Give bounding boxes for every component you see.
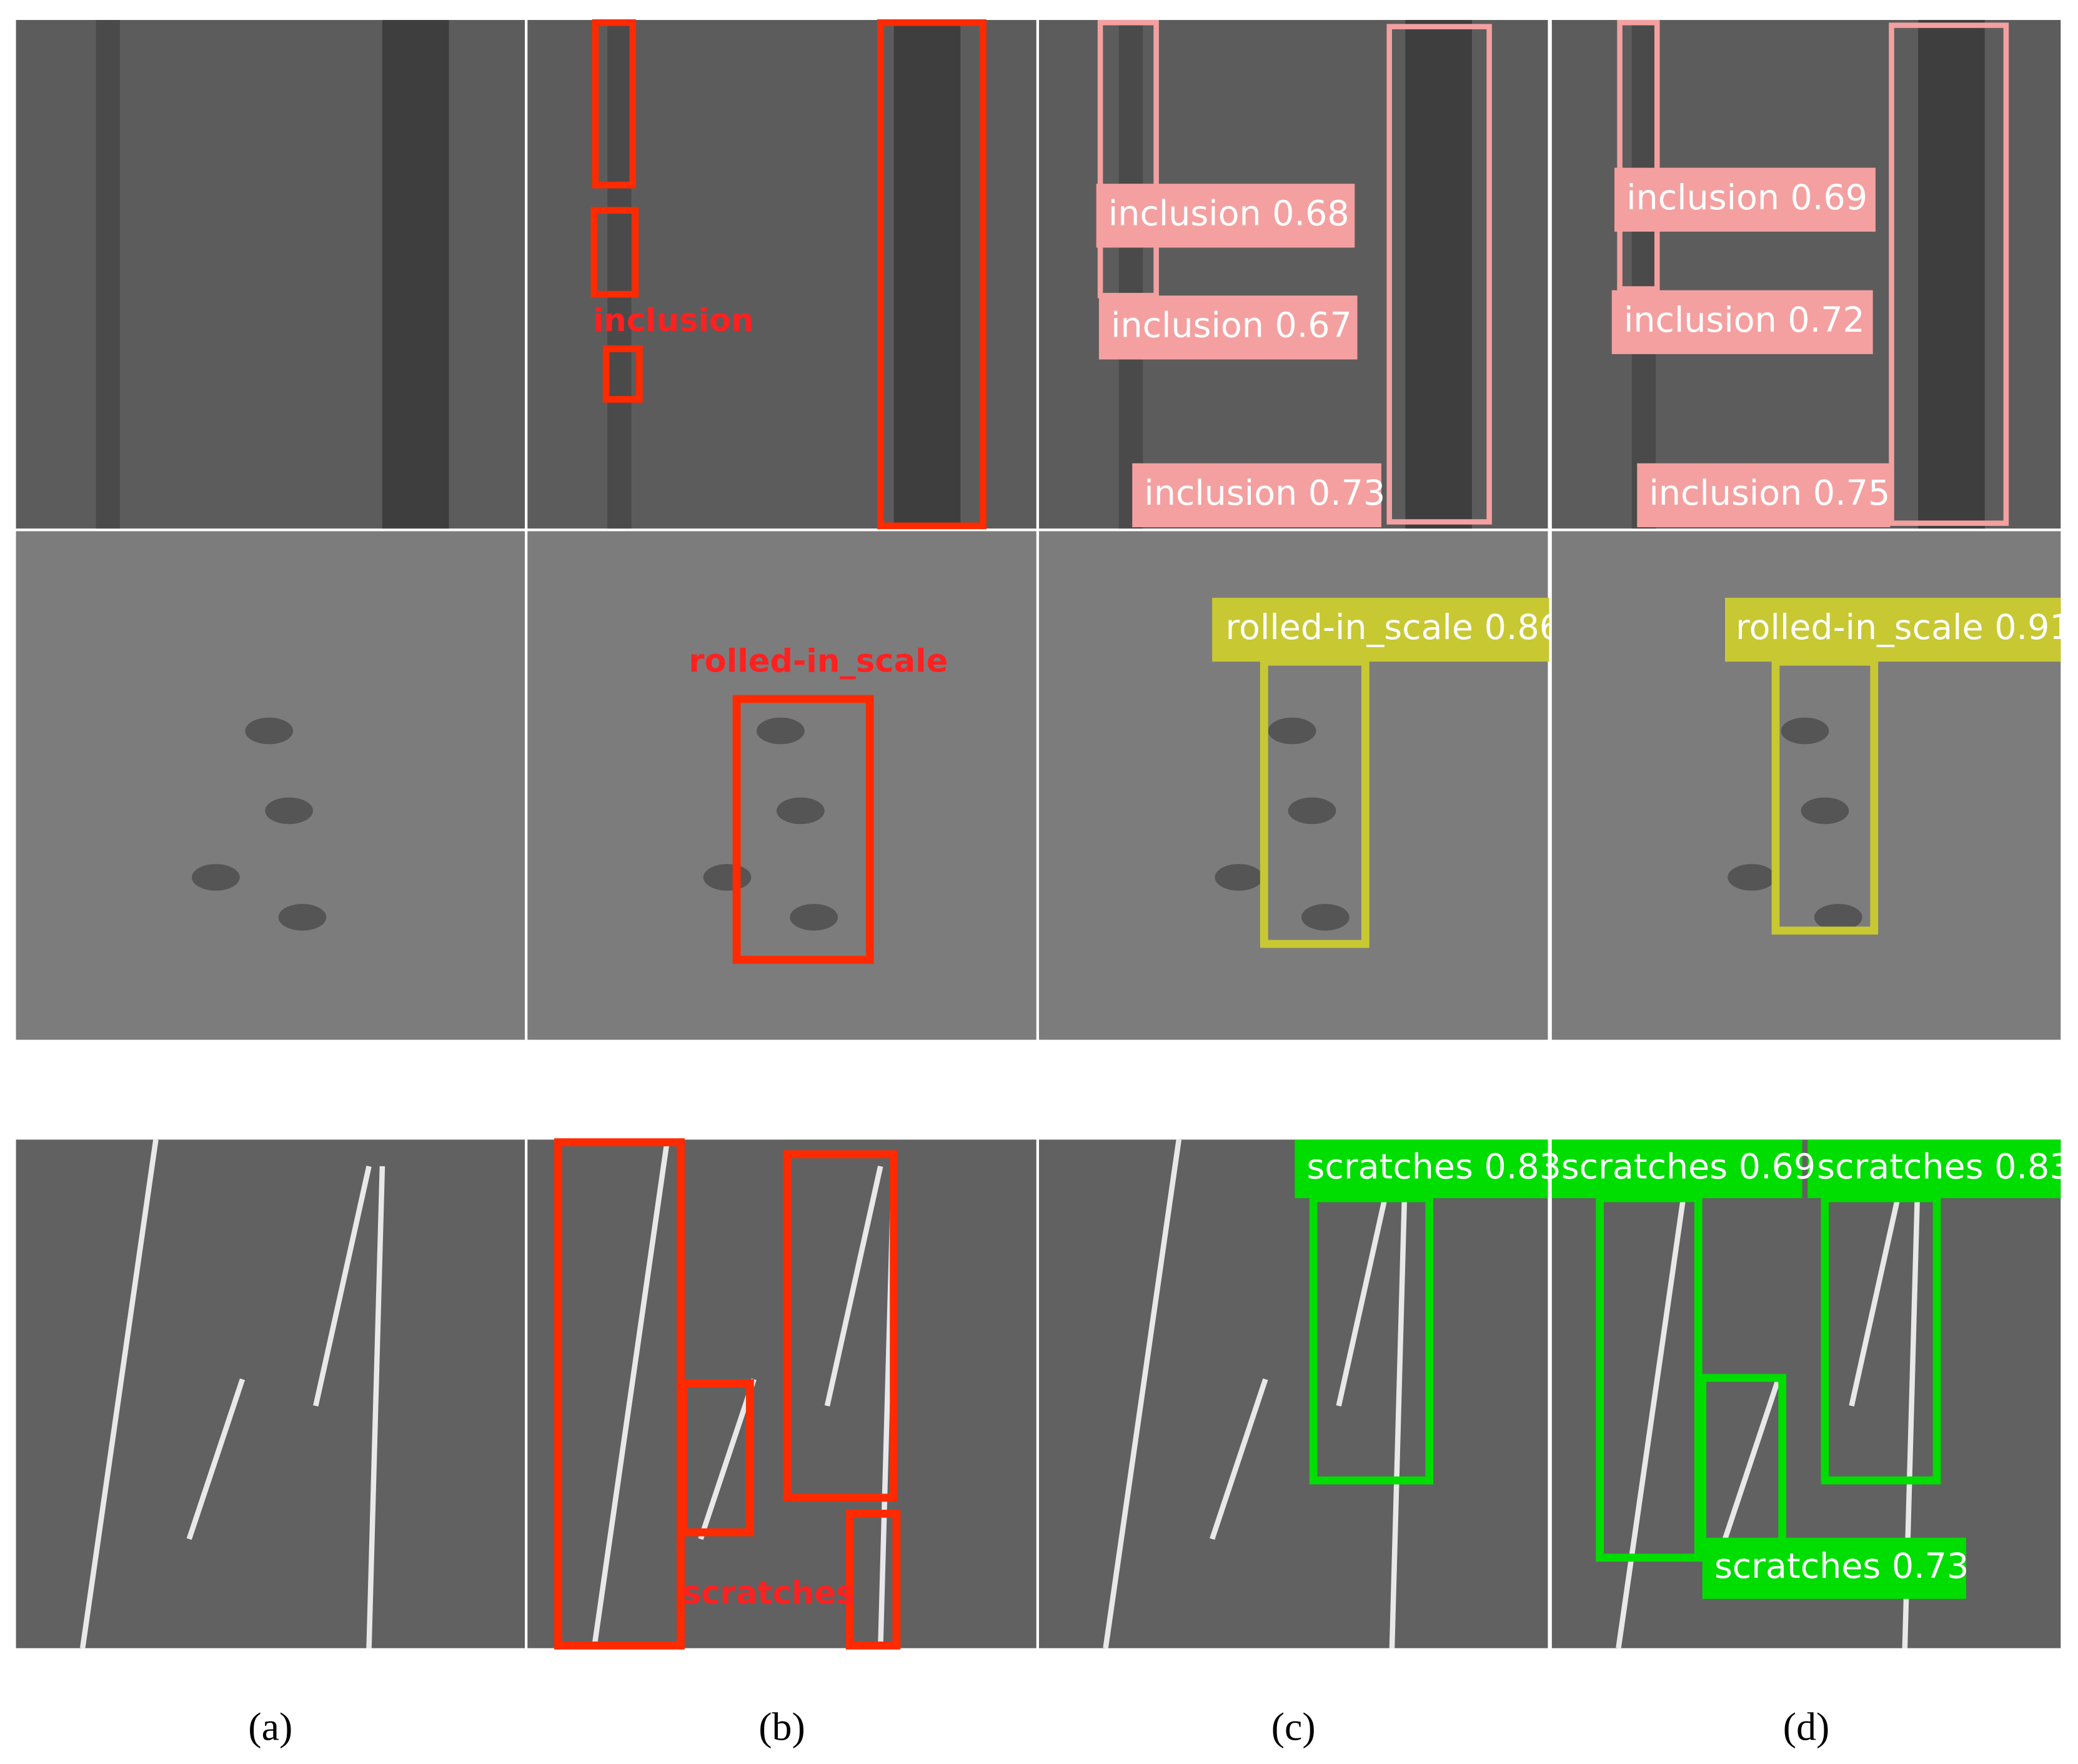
boxes-r3b: [554, 1138, 901, 1650]
texture: [245, 717, 294, 745]
label: inclusion: [593, 302, 754, 339]
label: rolled-in_scale: [689, 643, 948, 680]
texture: [1215, 864, 1263, 891]
caption: (c): [1271, 1704, 1316, 1748]
label-bg: [1295, 1139, 2061, 1599]
label: inclusion 0.67: [1111, 305, 1352, 345]
texture: [265, 797, 314, 825]
texture: [1210, 1378, 1268, 1540]
caption: (a): [248, 1704, 292, 1748]
boxes-r1d: [1617, 19, 2009, 526]
panel: [527, 1139, 1037, 1648]
texture: [1103, 1139, 1182, 1649]
texture: [79, 1139, 159, 1649]
label: rolled-in_scale 0.86: [1225, 608, 1561, 648]
texture: [1268, 717, 1316, 745]
label-bg: [1725, 597, 2061, 662]
texture: [1781, 717, 1829, 745]
caption: (d): [1783, 1704, 1830, 1748]
panel: [16, 531, 525, 1040]
texture: [1616, 1139, 1694, 1649]
label: inclusion 0.69: [1626, 178, 1867, 218]
label: scratches 0.83: [1817, 1147, 2071, 1187]
texture: [1288, 797, 1336, 825]
clip: rolled-in_scale 0.86: [1225, 608, 1561, 648]
texture: [790, 904, 838, 931]
texture: [607, 19, 632, 529]
texture: [893, 19, 961, 529]
texture: [313, 1166, 372, 1407]
panel: [16, 1139, 525, 1648]
texture: [96, 19, 120, 529]
panel: [1039, 1139, 1548, 1648]
caption: (b): [758, 1704, 805, 1748]
texture: [1918, 19, 1985, 529]
texture: [757, 717, 805, 745]
texture: [1389, 1166, 1408, 1648]
label: inclusion 0.72: [1624, 300, 1865, 340]
texture: [1631, 19, 1656, 529]
texture: [192, 864, 240, 891]
texture: [776, 797, 825, 825]
texture: [1301, 904, 1350, 931]
overlay: inclusion inclusion 0.68 inclusion 0.67 …: [554, 19, 2072, 1650]
texture: [703, 864, 752, 891]
label: scratches 0.83: [1307, 1147, 1561, 1187]
panels: [16, 19, 2061, 1649]
texture: [1118, 19, 1143, 529]
texture: [1814, 904, 1862, 931]
texture: [824, 1166, 883, 1407]
label: scratches: [682, 1575, 855, 1612]
texture: [698, 1378, 757, 1540]
texture: [1728, 864, 1776, 891]
label: inclusion 0.68: [1108, 194, 1350, 234]
label: scratches 0.69: [1561, 1147, 1816, 1187]
label-bg: [1212, 597, 1549, 662]
label: rolled-in_scale 0.91: [1736, 608, 2072, 648]
texture: [186, 1378, 246, 1540]
label: inclusion 0.75: [1649, 473, 1890, 513]
label: inclusion 0.73: [1144, 473, 1385, 513]
texture: [278, 904, 327, 931]
texture: [1801, 797, 1849, 825]
boxes-r1b: [590, 19, 987, 530]
texture: [1405, 19, 1472, 529]
texture: [1336, 1166, 1395, 1407]
texture: [382, 19, 449, 529]
texture: [366, 1166, 385, 1648]
texture: [1722, 1378, 1781, 1540]
texture: [1849, 1166, 1907, 1407]
texture: [591, 1139, 670, 1649]
box: [732, 695, 874, 964]
label: scratches 0.73: [1714, 1547, 1969, 1587]
panel: [527, 531, 1037, 1040]
